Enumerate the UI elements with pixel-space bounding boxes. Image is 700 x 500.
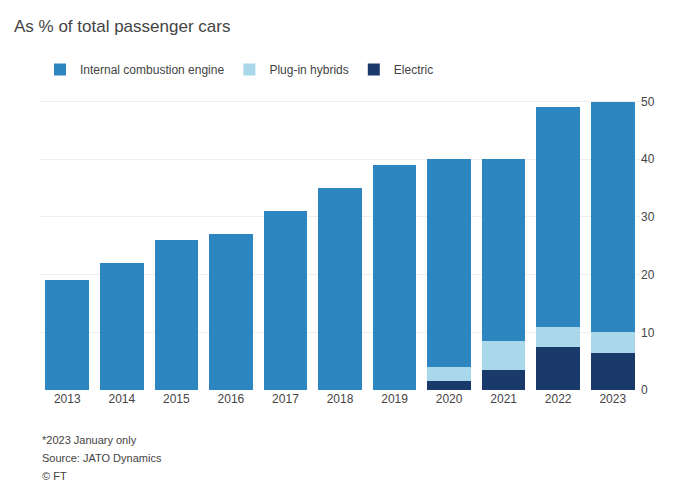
svg-text:50: 50 <box>641 95 655 109</box>
svg-text:2014: 2014 <box>108 392 135 406</box>
svg-text:2018: 2018 <box>327 392 354 406</box>
svg-text:10: 10 <box>641 326 655 340</box>
svg-text:20: 20 <box>641 268 655 282</box>
svg-text:2017: 2017 <box>272 392 299 406</box>
svg-text:Plug-in hybrids: Plug-in hybrids <box>269 63 348 77</box>
svg-text:2016: 2016 <box>218 392 245 406</box>
svg-text:© FT: © FT <box>42 470 67 482</box>
svg-text:Electric: Electric <box>394 63 433 77</box>
svg-text:2021: 2021 <box>490 392 517 406</box>
svg-text:30: 30 <box>641 210 655 224</box>
svg-text:2023: 2023 <box>599 392 626 406</box>
svg-text:2019: 2019 <box>381 392 408 406</box>
svg-text:2020: 2020 <box>436 392 463 406</box>
svg-text:2015: 2015 <box>163 392 190 406</box>
svg-text:Source: JATO Dynamics: Source: JATO Dynamics <box>42 452 162 464</box>
svg-text:0: 0 <box>641 383 648 397</box>
svg-text:2022: 2022 <box>545 392 572 406</box>
svg-text:*2023 January only: *2023 January only <box>42 434 137 446</box>
svg-text:40: 40 <box>641 152 655 166</box>
svg-text:Internal combustion engine: Internal combustion engine <box>80 63 224 77</box>
svg-text:As % of total passenger cars: As % of total passenger cars <box>14 17 230 36</box>
svg-text:2013: 2013 <box>54 392 81 406</box>
